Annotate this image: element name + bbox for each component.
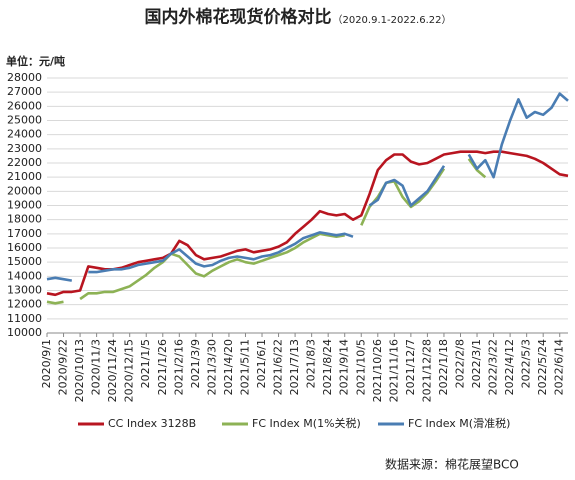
series-line — [46, 150, 569, 297]
chart-title: 国内外棉花现货价格对比 — [145, 7, 332, 28]
x-tick-label: 2022/1/18 — [437, 339, 450, 395]
y-tick-label: 16000 — [7, 241, 42, 254]
x-tick-label: 2021/9/14 — [338, 339, 351, 395]
y-tick-label: 26000 — [7, 99, 42, 112]
y-tick-label: 10000 — [7, 326, 42, 339]
x-tick-label: 2020/11/24 — [106, 339, 119, 402]
x-tick-label: 2021/3/30 — [205, 339, 218, 395]
x-tick-label: 2022/4/12 — [503, 339, 516, 395]
y-tick-label: 11000 — [7, 312, 42, 325]
x-tick-label: 2021/12/7 — [404, 339, 417, 395]
x-tick-label: 2021/5/11 — [238, 339, 251, 395]
y-tick-label: 13000 — [7, 284, 42, 297]
y-tick-label: 12000 — [7, 298, 42, 311]
legend-label: CC Index 3128B — [108, 417, 196, 430]
x-tick-label: 2020/10/13 — [73, 339, 86, 402]
y-tick-label: 18000 — [7, 213, 42, 226]
x-tick-label: 2022/6/14 — [553, 339, 566, 395]
x-tick-label: 2021/8/3 — [305, 339, 318, 388]
x-tick-label: 2021/1/26 — [156, 339, 169, 395]
y-tick-label: 20000 — [7, 184, 42, 197]
x-tick-label: 2020/9/1 — [40, 339, 53, 388]
x-tick-label: 2021/11/16 — [387, 339, 400, 402]
series-line — [46, 158, 487, 305]
x-tick-label: 2021/8/24 — [321, 339, 334, 395]
x-tick-label: 2020/11/3 — [90, 339, 103, 395]
chart-subtitle: （2020.9.1-2022.6.22） — [332, 14, 451, 26]
x-tick-label: 2022/5/24 — [536, 339, 549, 395]
y-tick-label: 17000 — [7, 227, 42, 240]
legend-label: FC Index M(滑准税) — [408, 416, 510, 430]
x-tick-label: 2021/2/16 — [172, 339, 185, 395]
y-tick-label: 14000 — [7, 269, 42, 282]
x-tick-label: 2021/10/5 — [354, 339, 367, 395]
y-tick-label: 28000 — [7, 71, 42, 84]
y-tick-label: 24000 — [7, 128, 42, 141]
y-tick-label: 25000 — [7, 114, 42, 127]
y-tick-label: 22000 — [7, 156, 42, 169]
x-tick-label: 2021/1/5 — [139, 339, 152, 388]
x-tick-label: 2021/3/9 — [189, 339, 202, 388]
x-tick-label: 2021/6/1 — [255, 339, 268, 388]
unit-label: 单位：元/吨 — [6, 54, 65, 68]
x-tick-label: 2020/12/15 — [123, 339, 136, 402]
source: 数据来源：棉花展望BCO — [385, 457, 519, 472]
y-tick-label: 15000 — [7, 255, 42, 268]
legend-label: FC Index M(1%关税) — [252, 416, 361, 430]
x-tick-label: 2021/6/22 — [272, 339, 285, 395]
x-tick-label: 2021/10/26 — [371, 339, 384, 402]
y-tick-label: 27000 — [7, 85, 42, 98]
x-tick-label: 2022/3/22 — [487, 339, 500, 395]
x-tick-label: 2022/2/8 — [453, 339, 466, 388]
x-tick-label: 2022/3/1 — [470, 339, 483, 388]
x-tick-label: 2021/4/20 — [222, 339, 235, 395]
x-tick-label: 2022/5/3 — [520, 339, 533, 388]
x-tick-label: 2021/12/28 — [420, 339, 433, 402]
y-tick-label: 23000 — [7, 142, 42, 155]
x-tick-label: 2021/7/13 — [288, 339, 301, 395]
series-line — [46, 92, 569, 282]
x-tick-label: 2020/9/22 — [57, 339, 70, 395]
y-tick-label: 21000 — [7, 170, 42, 183]
y-tick-label: 19000 — [7, 199, 42, 212]
